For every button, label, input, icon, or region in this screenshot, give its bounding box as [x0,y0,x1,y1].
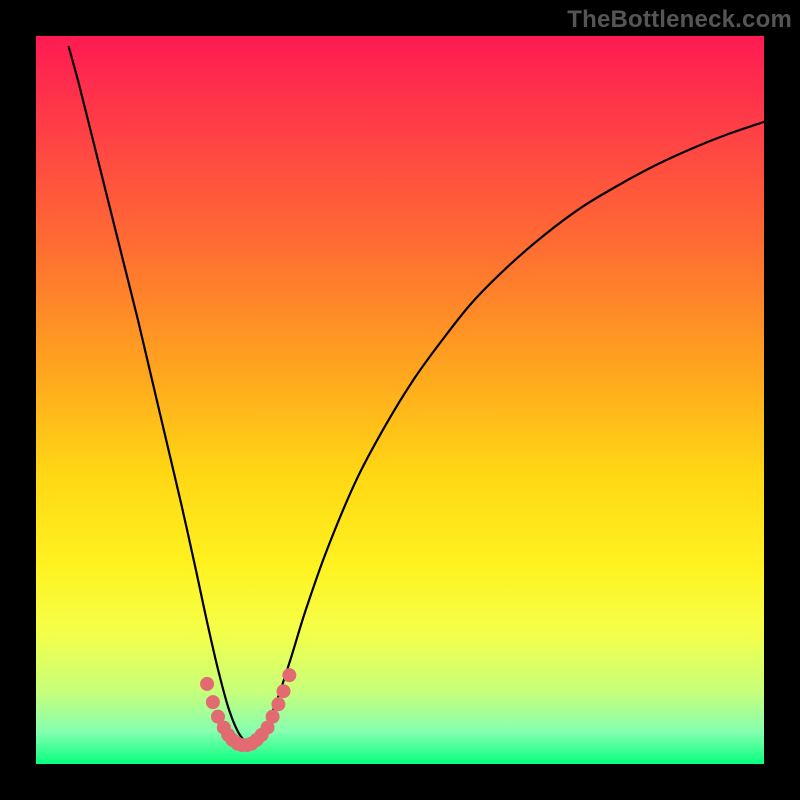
valley-dot [266,710,280,724]
frame: TheBottleneck.com [0,0,800,800]
valley-dot [200,677,214,691]
watermark-text: TheBottleneck.com [567,6,792,34]
valley-dot [277,684,291,698]
valley-dot [271,697,285,711]
valley-dot [282,668,296,682]
chart-svg [36,36,764,764]
valley-dot [206,695,220,709]
plot-area [36,36,764,764]
